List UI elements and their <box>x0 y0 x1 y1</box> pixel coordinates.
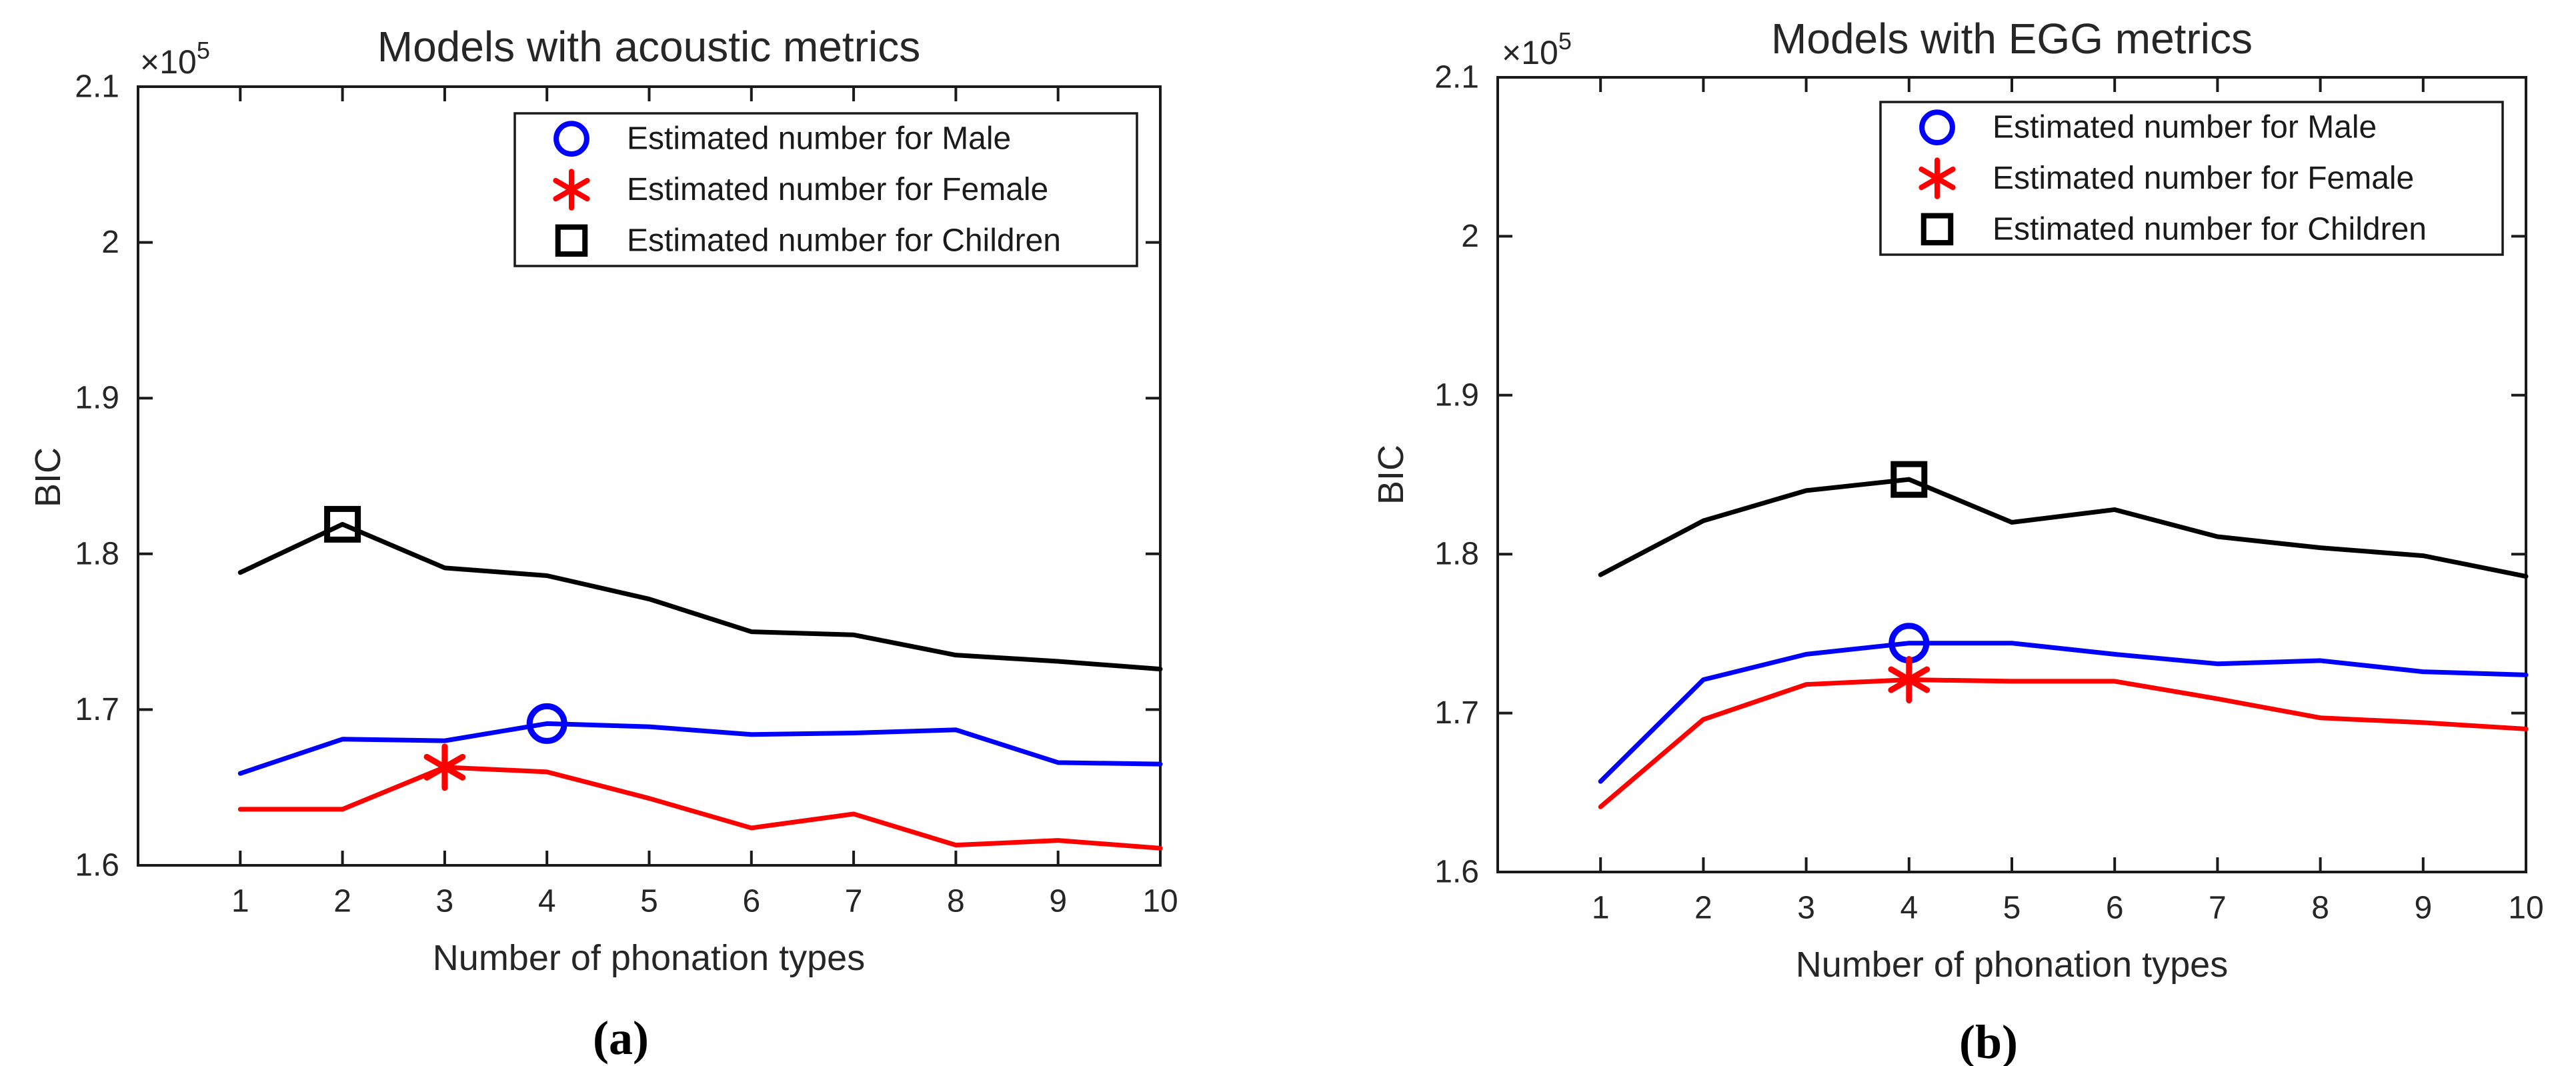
y-tick-label: 1.7 <box>1434 695 1479 731</box>
x-tick-label: 7 <box>845 884 863 919</box>
legend-square-icon <box>1920 213 1954 246</box>
x-tick-label: 1 <box>1592 891 1610 926</box>
y-axis-label: BIC <box>1371 445 1411 505</box>
x-axis-label: Number of phonation types <box>433 938 865 978</box>
x-axis-label: Number of phonation types <box>1796 945 2228 985</box>
x-tick-label: 8 <box>2311 891 2329 926</box>
marker-female-estimate <box>423 743 466 791</box>
panel-b: 1 2 3 4 5 6 7 8 9 10 1.6 1.7 1.8 1.9 2 2.1 Models with E… <box>1371 15 2544 985</box>
legend-asterisk-icon <box>553 169 590 211</box>
y-tick-label: 2 <box>101 225 119 260</box>
marker-children-estimate <box>324 505 361 543</box>
y-tick-label: 2 <box>1461 219 1479 254</box>
legend-circle-icon <box>1919 109 1955 146</box>
series-line-female <box>1598 677 2529 809</box>
x-tick-label: 4 <box>538 884 556 919</box>
chart-title: Models with EGG metrics <box>1771 15 2253 63</box>
y-tick-label: 1.6 <box>1434 855 1479 890</box>
chart-title: Models with acoustic metrics <box>377 23 920 71</box>
series-line-male <box>237 721 1163 776</box>
y-tick-label: 1.9 <box>1434 377 1479 413</box>
x-tick-label: 5 <box>640 884 658 919</box>
legend-label: Estimated number for Children <box>1993 211 2427 247</box>
legend-label: Estimated number for Male <box>627 121 1011 157</box>
x-tick-label: 6 <box>2106 891 2124 926</box>
y-tick-label: 1.9 <box>75 381 119 416</box>
marker-male-estimate <box>526 703 567 744</box>
x-tick-label: 9 <box>2414 891 2432 926</box>
marker-female-estimate <box>1888 656 1930 704</box>
y-axis-label: BIC <box>28 447 68 507</box>
series-line-children <box>237 521 1163 672</box>
legend: Estimated number for Male Estimated numbe… <box>1879 101 2504 256</box>
legend-box <box>1879 101 2504 256</box>
x-tick-label: 6 <box>742 884 760 919</box>
y-exponent-label: ×105 <box>1502 27 1572 71</box>
legend: Estimated number for Male Estimated numbe… <box>513 112 1138 267</box>
legend-label: Estimated number for Female <box>627 172 1048 207</box>
x-tick-label: 1 <box>231 884 249 919</box>
x-tick-label: 8 <box>947 884 965 919</box>
x-tick-label: 5 <box>2003 891 2021 926</box>
x-tick-label: 3 <box>1797 891 1815 926</box>
x-tick-label: 2 <box>333 884 351 919</box>
x-tick-label: 7 <box>2209 891 2227 926</box>
panel-a: 1 2 3 4 5 6 7 8 9 10 1.6 1.7 1.8 1.9 2 2.1 Models with a… <box>28 23 1178 978</box>
subfigure-b-caption: (b) <box>1959 1015 2018 1066</box>
legend-label: Estimated number for Male <box>1993 110 2377 145</box>
subfigure-a-caption: (a) <box>593 1011 649 1065</box>
y-tick-label: 1.7 <box>75 692 119 727</box>
series-line-female <box>237 765 1163 851</box>
marker-children-estimate <box>1890 461 1928 498</box>
x-tick-label: 10 <box>2508 891 2543 926</box>
x-tick-label: 3 <box>436 884 454 919</box>
legend-square-icon <box>555 224 588 257</box>
y-tick-label: 1.8 <box>75 536 119 571</box>
y-tick-label: 1.6 <box>75 848 119 883</box>
y-tick-label: 1.8 <box>1434 537 1479 572</box>
x-tick-label: 10 <box>1142 884 1178 919</box>
x-tick-label: 2 <box>1694 891 1712 926</box>
legend-circle-icon <box>553 121 589 157</box>
series-line-children <box>1598 477 2529 579</box>
y-tick-label: 2.1 <box>75 69 119 105</box>
y-exponent-label: ×105 <box>140 37 210 81</box>
y-tick-label: 2.1 <box>1434 60 1479 95</box>
x-tick-label: 9 <box>1049 884 1067 919</box>
legend-box <box>513 112 1138 267</box>
legend-label: Estimated number for Female <box>1993 161 2414 196</box>
x-tick-label: 4 <box>1900 891 1918 926</box>
series-line-male <box>1598 641 2529 784</box>
legend-label: Estimated number for Children <box>627 223 1061 258</box>
legend-asterisk-icon <box>1918 157 1956 199</box>
